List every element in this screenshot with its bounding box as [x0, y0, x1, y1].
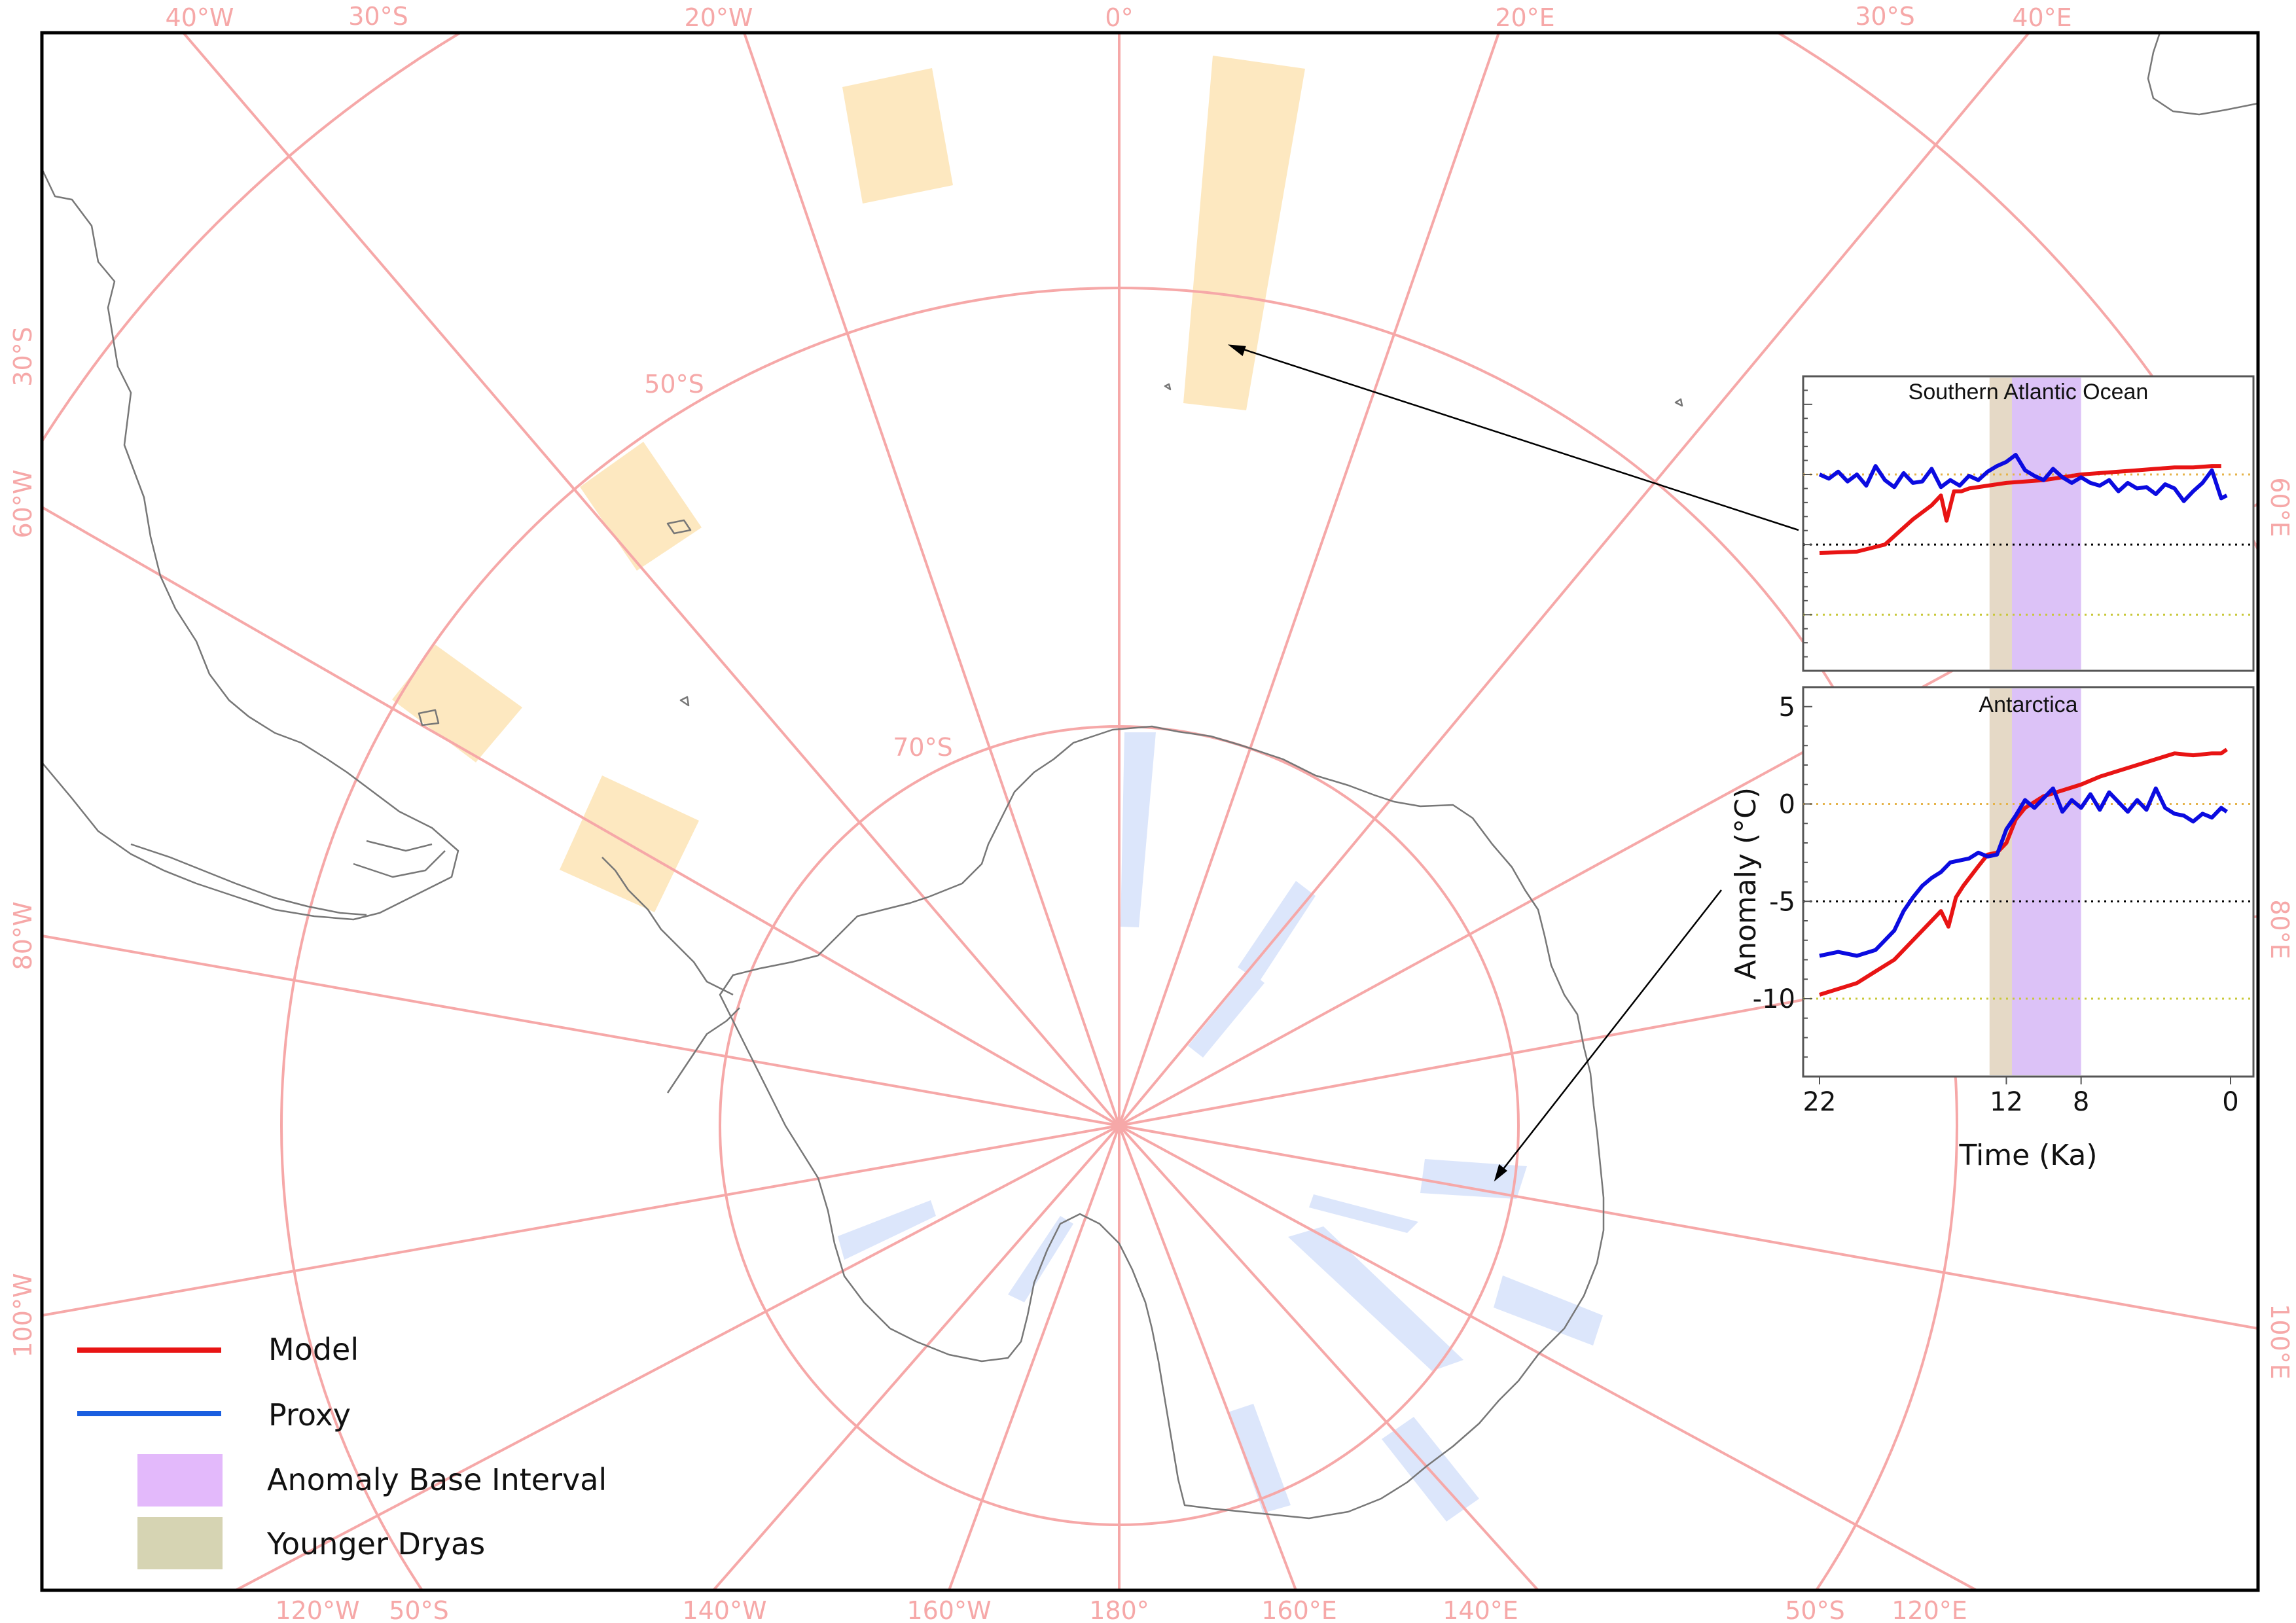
- legend-label-base-interval: Anomaly Base Interval: [267, 1462, 607, 1497]
- x-tick-label: 8: [2073, 1087, 2089, 1117]
- x-axis-title: Time (Ka): [1958, 1139, 2097, 1172]
- graticule-label: 50°S: [1785, 1596, 1844, 1623]
- inset-antarctica: 5 0 -5 -10 22 12 8 0 Antarctica Anomaly (°C) T…: [1729, 686, 2255, 1172]
- graticule-label: 30°S: [1855, 2, 1914, 31]
- proxy-region-ice: [1288, 1226, 1463, 1371]
- proxy-region-ice: [1309, 1194, 1418, 1233]
- legend-label-proxy: Proxy: [268, 1397, 351, 1433]
- graticule-label: 40°W: [166, 3, 234, 32]
- graticule-label: 80°W: [9, 902, 37, 971]
- shaded-band: [2012, 378, 2081, 669]
- inset-bands: [1989, 688, 2081, 1075]
- graticule-label: 120°W: [275, 1596, 359, 1623]
- legend-label-model: Model: [268, 1332, 359, 1367]
- coastline-antarctic-peninsula: [601, 857, 740, 1094]
- shaded-band: [1989, 378, 2013, 669]
- legend-swatch-younger-dryas: [137, 1517, 223, 1569]
- inset-series: [1819, 747, 2229, 997]
- inset-southern-atlantic: Southern Atlantic Ocean: [1802, 375, 2255, 672]
- proxy-region-ocean: [1183, 56, 1305, 410]
- legend-swatch-base-interval: [137, 1454, 223, 1507]
- coastline-south-america-islands: [130, 840, 446, 916]
- x-tick-label: 22: [1803, 1087, 1837, 1117]
- graticule-label: 60°E: [2265, 477, 2294, 537]
- graticule-label: 60°W: [9, 470, 37, 539]
- graticule-label: 30°S: [348, 2, 408, 31]
- graticule-label: 100°W: [9, 1273, 37, 1357]
- graticule-label: 80°E: [2265, 899, 2294, 959]
- proxy-region-ice: [838, 1200, 936, 1260]
- graticule-label: 160°W: [906, 1596, 991, 1623]
- ocean-proxy-regions: [392, 56, 1305, 912]
- graticule-label: 140°E: [1443, 1596, 1518, 1623]
- y-axis-title: Anomaly (°C): [1729, 787, 1763, 980]
- graticule-label: 30°S: [9, 327, 37, 386]
- series-line: [1819, 747, 2229, 997]
- y-tick-label: -5: [1769, 887, 1795, 917]
- callout-arrow-antarctica: [1498, 889, 1722, 1175]
- graticule-label: 160°E: [1261, 1596, 1337, 1623]
- x-tick-label: 0: [2222, 1087, 2238, 1117]
- proxy-region-ocean: [392, 645, 522, 762]
- callout-arrows: [1227, 344, 1799, 1182]
- map-frame: [40, 31, 2260, 1592]
- proxy-region-ice: [1008, 1216, 1073, 1302]
- graticule-label: 20°W: [685, 3, 753, 32]
- proxy-region-ocean: [842, 68, 953, 204]
- coastline-south-america: [42, 168, 459, 921]
- graticule-label: 180°: [1089, 1596, 1149, 1623]
- coastline-islands: [418, 383, 1683, 726]
- y-tick-label: 5: [1779, 692, 1795, 722]
- proxy-region-ice: [1121, 732, 1156, 927]
- callout-arrow-atlantic: [1235, 346, 1799, 531]
- coastline-southern-africa: [2147, 33, 2258, 116]
- graticule-labels-top: 40°W 30°S 20°W 0° 20°E 30°S 40°E: [166, 2, 2072, 32]
- proxy-region-ice: [1494, 1275, 1603, 1346]
- legend-label-younger-dryas: Younger Dryas: [266, 1526, 485, 1561]
- proxy-region-ocean: [580, 442, 702, 571]
- inset-title: Antarctica: [1979, 692, 2077, 717]
- proxy-region-ice: [1188, 971, 1265, 1058]
- proxy-region-ice: [1238, 881, 1316, 982]
- graticule-labels-right: 60°E 80°E 100°E: [2265, 477, 2294, 1379]
- legend: Model Proxy Anomaly Base Interval Younge…: [77, 1332, 607, 1569]
- inset-y-ticks: 5 0 -5 -10: [1753, 687, 1812, 1077]
- y-tick-label: -10: [1753, 984, 1795, 1014]
- y-tick-label: 0: [1779, 790, 1795, 820]
- arrowhead-icon: [1227, 344, 1246, 357]
- graticule-label: 140°W: [682, 1596, 766, 1623]
- graticule-labels-bottom: 120°W 50°S 140°W 160°W 180° 160°E 140°E …: [275, 1596, 1967, 1623]
- inset-series: [1818, 453, 2228, 555]
- series-line: [1819, 786, 2228, 958]
- coastlines: [42, 33, 2258, 1520]
- inset-y-ticks: [1803, 376, 1812, 671]
- arrowhead-icon: [1494, 1164, 1507, 1182]
- shaded-band: [1989, 688, 2013, 1075]
- series-line: [1819, 464, 2221, 555]
- graticule-labels-inner: 50°S 70°S: [644, 370, 952, 762]
- graticule-label: 120°E: [1892, 1596, 1967, 1623]
- graticule-label: 50°S: [389, 1596, 448, 1623]
- graticule-label: 0°: [1105, 3, 1133, 32]
- proxy-region-ice: [1228, 1404, 1291, 1513]
- graticule-label: 70°S: [893, 733, 952, 762]
- graticule-label: 20°E: [1495, 3, 1554, 32]
- graticule-label: 40°E: [2012, 3, 2072, 32]
- graticule-label: 100°E: [2265, 1304, 2294, 1380]
- inset-x-ticks: 22 12 8 0: [1803, 1077, 2239, 1117]
- graticule-labels-left: 30°S 60°W 80°W 100°W: [9, 327, 37, 1357]
- shaded-band: [2012, 688, 2081, 1075]
- series-line: [1818, 453, 2228, 503]
- graticule-label: 50°S: [644, 370, 704, 399]
- inset-bands: [1989, 378, 2081, 669]
- inset-title: Southern Atlantic Ocean: [1909, 380, 2149, 404]
- x-tick-label: 12: [1990, 1087, 2023, 1117]
- coastline-antarctica: [719, 725, 1605, 1520]
